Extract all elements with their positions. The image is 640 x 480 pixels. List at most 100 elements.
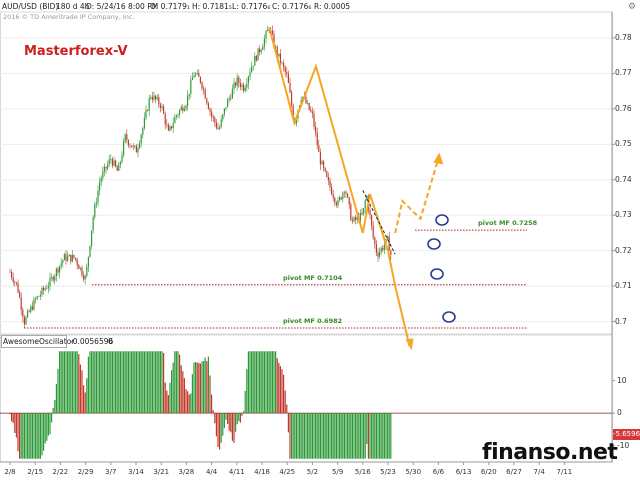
oscillator-bar (350, 413, 352, 459)
candle-body (126, 134, 128, 141)
candle-body (41, 287, 43, 295)
candle-body (12, 277, 14, 282)
oscillator-bar (84, 392, 86, 414)
candle-body (94, 204, 96, 218)
candle-body (284, 66, 286, 72)
oscillator-bar (287, 413, 289, 433)
oscillator-bar (25, 413, 27, 459)
x-tick-label: 3/7 (105, 468, 117, 476)
candle-body (75, 257, 77, 260)
candle-body (371, 215, 373, 226)
candle-body (235, 82, 237, 86)
y-tick-label: 0.78 (615, 32, 632, 42)
candle-body (119, 161, 121, 165)
oscillator-bar (382, 413, 384, 459)
oscillator-bar (241, 413, 243, 416)
low-value: L: 0.7176₆ (232, 2, 271, 11)
oscillator-bar (76, 351, 78, 414)
oscillator-bar (159, 351, 161, 414)
oscillator-bar (347, 413, 349, 459)
candle-body (115, 160, 117, 167)
period-label: 180 d 4h (56, 2, 90, 11)
oscillator-bar (150, 351, 152, 414)
open-value: O: 0.7179₁ (150, 2, 190, 11)
oscillator-bar (196, 362, 198, 414)
oscillator-bar (313, 413, 315, 459)
oscillator-bar (267, 351, 269, 414)
oscillator-bar (191, 374, 193, 414)
candle-body (63, 254, 65, 261)
oscillator-bar (345, 413, 347, 459)
oscillator-bar (342, 413, 344, 459)
oscillator-bar (198, 362, 200, 414)
oscillator-bar (278, 362, 280, 414)
candle-body (259, 48, 261, 53)
oscillator-bar (377, 413, 379, 459)
candle-body (255, 55, 257, 61)
oscillator-bar (151, 351, 153, 414)
oscillator-bar (179, 354, 181, 414)
candle-body (185, 105, 187, 109)
oscillator-bar (97, 351, 99, 414)
oscillator-bar (59, 351, 61, 414)
oscillator-bar (239, 413, 241, 423)
oscillator-bar (275, 351, 277, 414)
oscillator-bar (49, 413, 51, 435)
candle-body (377, 252, 379, 257)
candle-body (147, 110, 149, 111)
oscillator-bar (259, 351, 261, 414)
candle-body (318, 145, 320, 152)
oscillator-bar (140, 351, 142, 414)
candle-body (219, 127, 221, 129)
candle-body (363, 208, 365, 215)
oscillator-bar (102, 351, 104, 414)
oscillator-bar (35, 413, 37, 459)
candle-body (345, 192, 347, 195)
oscillator-bar (358, 413, 360, 459)
oscillator-bar (153, 351, 155, 414)
candle-body (121, 155, 123, 162)
candle-body (84, 276, 86, 280)
oscillator-bar (44, 413, 46, 444)
oscillator-bar (286, 404, 288, 414)
oscillator-bar (75, 351, 77, 414)
oscillator-bar (297, 413, 299, 459)
candle-body (316, 132, 318, 146)
oscillator-bar (12, 413, 14, 424)
candle-body (79, 267, 81, 269)
oscillator-bar (119, 351, 121, 414)
x-tick-label: 5/2 (306, 468, 319, 476)
candle-body (291, 92, 293, 106)
gear-icon[interactable]: ⚙ (627, 2, 636, 12)
oscillator-bar (257, 351, 259, 414)
oscillator-bar (175, 351, 177, 414)
candle-body (382, 247, 384, 250)
candle-body (78, 264, 80, 269)
oscillator-bar (262, 351, 264, 414)
oscillator-bar (115, 351, 117, 414)
oscillator-bar (329, 413, 331, 459)
oscillator-bar (43, 413, 45, 451)
oscillator-bar (87, 356, 89, 414)
oscillator-name-box[interactable] (1, 335, 67, 348)
candle-body (145, 110, 147, 118)
x-tick-label: 6/20 (480, 468, 497, 476)
axes (0, 12, 615, 465)
candle-body (308, 102, 310, 110)
candle-body (55, 268, 57, 277)
candle-body (105, 166, 107, 169)
oscillator-bar (92, 351, 94, 414)
oscillator-bar (315, 413, 317, 459)
x-tick-label: 3/28 (178, 468, 195, 476)
candle-body (209, 108, 211, 112)
oscillator-bar (131, 351, 133, 414)
chart-header: AUD/USD (BID) 180 d 4h D: 5/24/16 8:00 P… (0, 0, 640, 12)
candle-body (334, 197, 336, 203)
oscillator-bar (331, 413, 333, 459)
oscillator-bar (62, 351, 64, 414)
oscillator-bar (89, 351, 91, 414)
candle-body (263, 38, 265, 47)
candle-body (364, 200, 366, 209)
oscillator-bar (139, 351, 141, 414)
